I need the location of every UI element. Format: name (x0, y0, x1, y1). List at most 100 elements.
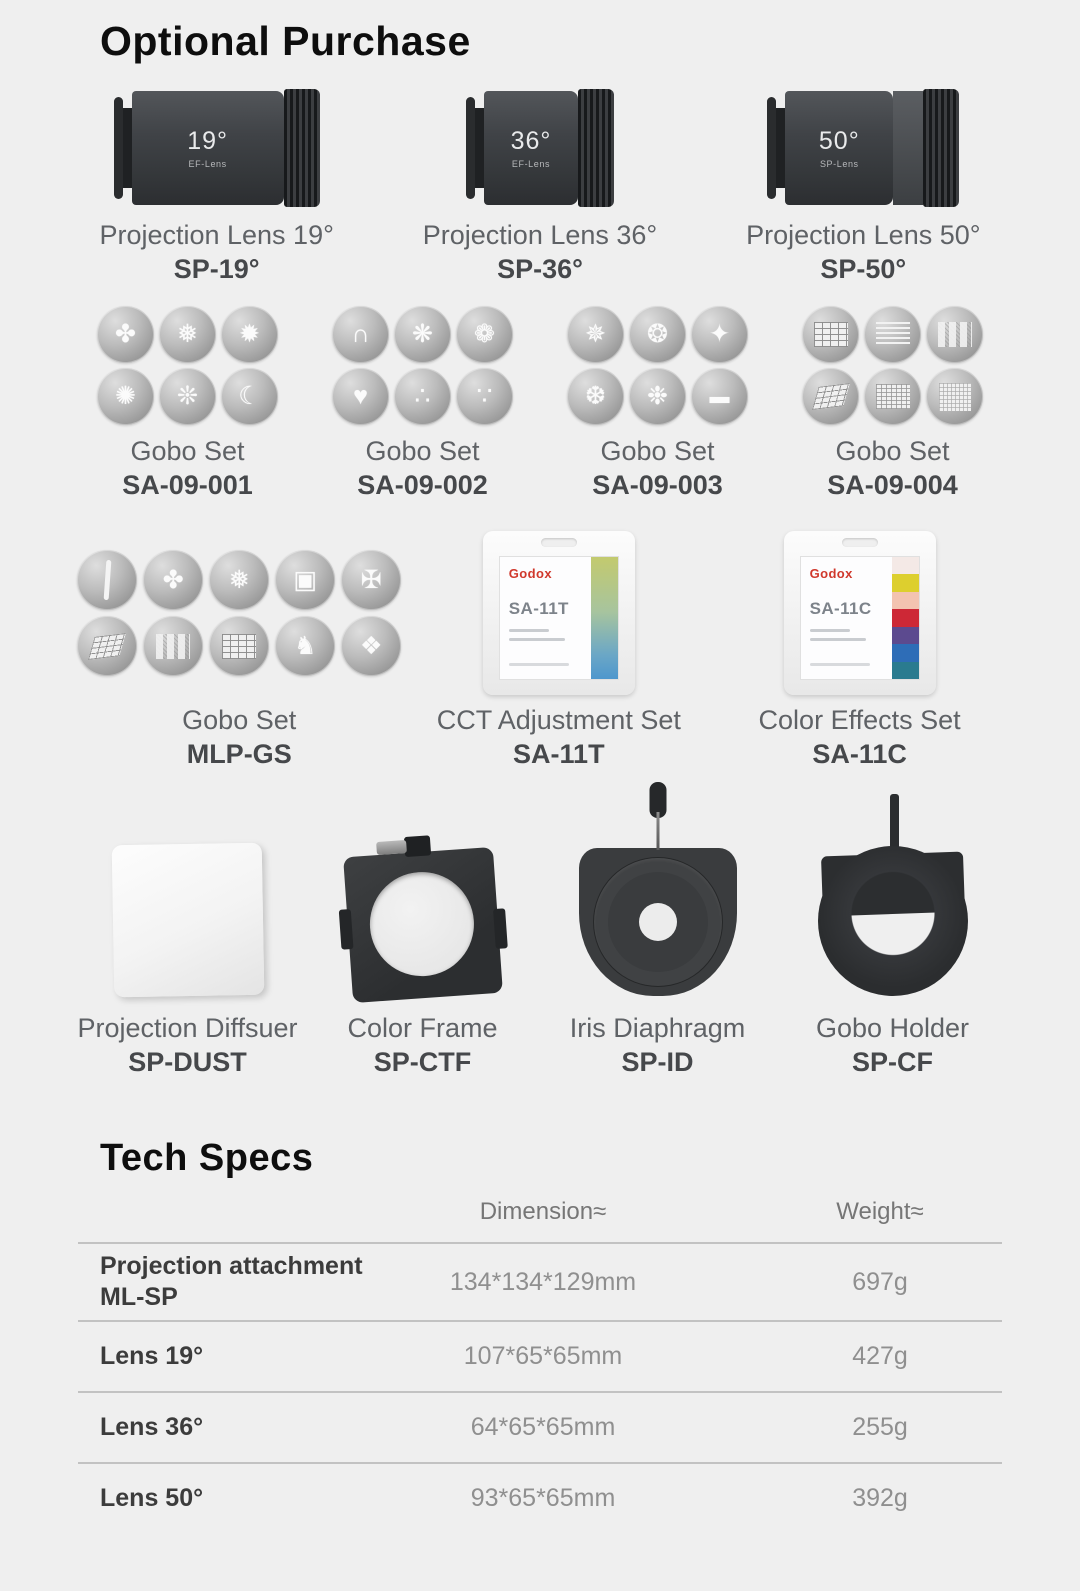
gobo-starburst: ✺ (97, 368, 154, 425)
gobo-witch: ♞ (275, 616, 336, 676)
spec-name: Lens 36° (100, 1413, 204, 1441)
lens-degree-marking: 36° (510, 127, 552, 155)
filter-swatch (891, 557, 919, 575)
moon-stars-icon: ☾ (238, 382, 261, 410)
package-caption-bar (809, 638, 866, 641)
lens-mount-flange (767, 97, 777, 199)
gobo-chinese-knot: ✠ (341, 550, 402, 610)
product-color-effects-set: Godox SA-11C (709, 531, 1010, 771)
product-gobo-set-mlp-gs: ✤ ❅ ▣ ✠ ♞ ❖ Gobo Set MLP-GS (70, 532, 408, 771)
horizontal-line-icon: ▬ (709, 385, 730, 408)
lens-barrel: 19° EF-Lens (131, 91, 284, 205)
gobo-firework-spray: ❁ (456, 306, 513, 363)
dot-texture-icon: ∴ (414, 382, 431, 410)
striped-panel-icon (875, 384, 910, 409)
package-caption-bar (508, 663, 569, 666)
filters-row: ✤ ❅ ▣ ✠ ♞ ❖ Gobo Set MLP-GS (70, 531, 1010, 771)
flames-icon: ✤ (162, 565, 184, 594)
spec-name-line: Projection attachment (100, 1252, 363, 1280)
gobo-swirl-stripes: ❂ (629, 306, 686, 363)
page-title: Optional Purchase (100, 18, 471, 64)
projection-lens-50-image: 50° SP-Lens (767, 87, 960, 209)
gobo-rainbow-arcs: ∩ (332, 306, 389, 363)
projection-lens-19-image: 19° EF-Lens (113, 87, 320, 209)
skewed-grid-icon (811, 383, 850, 410)
product-model: SA-09-003 (592, 470, 723, 500)
lens-type-marking: SP-Lens (819, 159, 859, 169)
star-flare-icon: ✦ (709, 320, 730, 348)
product-lens-50: 50° SP-Lens Projection Lens 50° SP-50° (702, 87, 1025, 286)
gobo-double-happiness: ❖ (341, 616, 402, 676)
window-grid-icon (222, 633, 257, 659)
diffuser-plate-image (111, 842, 264, 998)
chinese-knot-icon: ✠ (360, 565, 382, 594)
gobo-star-flare: ✦ (691, 306, 748, 363)
gobo-striped-panel (864, 368, 921, 425)
tech-specs-section: Tech Specs Dimension≈ Weight≈ Projection… (78, 1137, 1002, 1533)
spec-row-lens-36: Lens 36° 64*65*65mm 255g (78, 1391, 1002, 1462)
sa-11t-package-image: Godox SA-11T (482, 531, 635, 695)
package-wrap: Godox SA-11T (482, 531, 635, 695)
product-model: SP-CTF (373, 1047, 472, 1077)
product-model: SP-36° (497, 254, 583, 284)
gobo-disc-grid-wrap: ✤ ❅ ▣ ✠ ♞ ❖ (77, 532, 402, 694)
accessory-figure (578, 782, 737, 1002)
product-label: Color Frame (347, 1013, 498, 1043)
skewed-grid-icon (88, 632, 127, 660)
fine-mesh-icon (938, 382, 971, 411)
product-label: Gobo Set (182, 705, 297, 735)
gobo-flames: ✤ (143, 550, 204, 610)
package-card: Godox SA-11T (498, 556, 619, 680)
iris-aperture (638, 903, 677, 941)
product-gobo-set-004: Gobo Set SA-09-004 (775, 306, 1010, 502)
lens-type-marking: EF-Lens (188, 159, 227, 169)
lens-focus-ring (283, 89, 320, 207)
product-label: Projection Lens 50° (746, 220, 981, 250)
product-label: CCT Adjustment Set (436, 705, 681, 735)
gobo-disc-grid: ∩ ❋ ❁ ♥ ∴ ∵ (332, 306, 513, 425)
spec-weight: 392g (852, 1484, 908, 1512)
spec-dimension: 107*65*65mm (463, 1342, 623, 1370)
lens-mount-flange (465, 97, 475, 199)
gobo-gift-boxes: ▣ (275, 550, 336, 610)
product-model: SA-11T (513, 739, 605, 769)
frame-tab (338, 909, 353, 950)
gobo-paint-splatter: ❉ (629, 368, 686, 425)
gobo-leaf-cluster: ❅ (209, 550, 270, 610)
frame-tab (492, 908, 508, 949)
package-card: Godox SA-11C (799, 556, 920, 680)
godox-logo: Godox (809, 566, 853, 581)
color-frame-image (338, 835, 508, 1004)
filter-swatch (891, 644, 919, 662)
frame-knob (375, 839, 407, 856)
iris-lever-handle (649, 782, 666, 818)
light-bar-icon (103, 559, 112, 601)
gobo-hearts: ♥ (332, 368, 389, 425)
product-model: MLP-GS (186, 739, 292, 769)
spec-name: Lens 19° (100, 1342, 204, 1370)
product-lens-36: 36° EF-Lens Projection Lens 36° SP-36° (378, 87, 701, 286)
gobo-star-scatter: ✹ (221, 306, 278, 363)
spec-row-ml-sp: Projection attachment ML-SP 134*134*129m… (78, 1242, 1002, 1320)
accessory-figure (817, 794, 968, 1002)
tech-specs-title: Tech Specs (100, 1137, 314, 1179)
witch-on-broom-icon: ♞ (293, 631, 317, 660)
product-label: Gobo Holder (815, 1013, 970, 1043)
gobo-moon-stars: ☾ (221, 368, 278, 425)
package-front: Godox SA-11C (801, 557, 892, 679)
window-grid-icon (813, 322, 848, 347)
product-gobo-holder: Gobo Holder SP-CF (775, 794, 1010, 1079)
gobo-horizontal-blinds (864, 306, 921, 363)
lattice-panels-icon (156, 633, 191, 659)
spec-dimension: 93*65*65mm (470, 1484, 616, 1512)
lens-mount-flange (113, 97, 123, 199)
stars-sky-icon: ✵ (585, 320, 606, 348)
spec-name: Projection attachment ML-SP (78, 1251, 368, 1313)
lens-mount-neck (776, 108, 786, 188)
package-front: Godox SA-11T (500, 557, 591, 679)
speckle-ball-icon: ❅ (177, 320, 198, 348)
spec-dimension: 64*65*65mm (470, 1413, 616, 1441)
filter-swatch (891, 626, 919, 645)
horizontal-blinds-icon (875, 322, 910, 347)
gobo-sets-row: ✤ ❅ ✹ ✺ ❊ ☾ Gobo Set SA-09-001 ∩ ❋ ❁ ♥ ∴… (70, 306, 1010, 502)
